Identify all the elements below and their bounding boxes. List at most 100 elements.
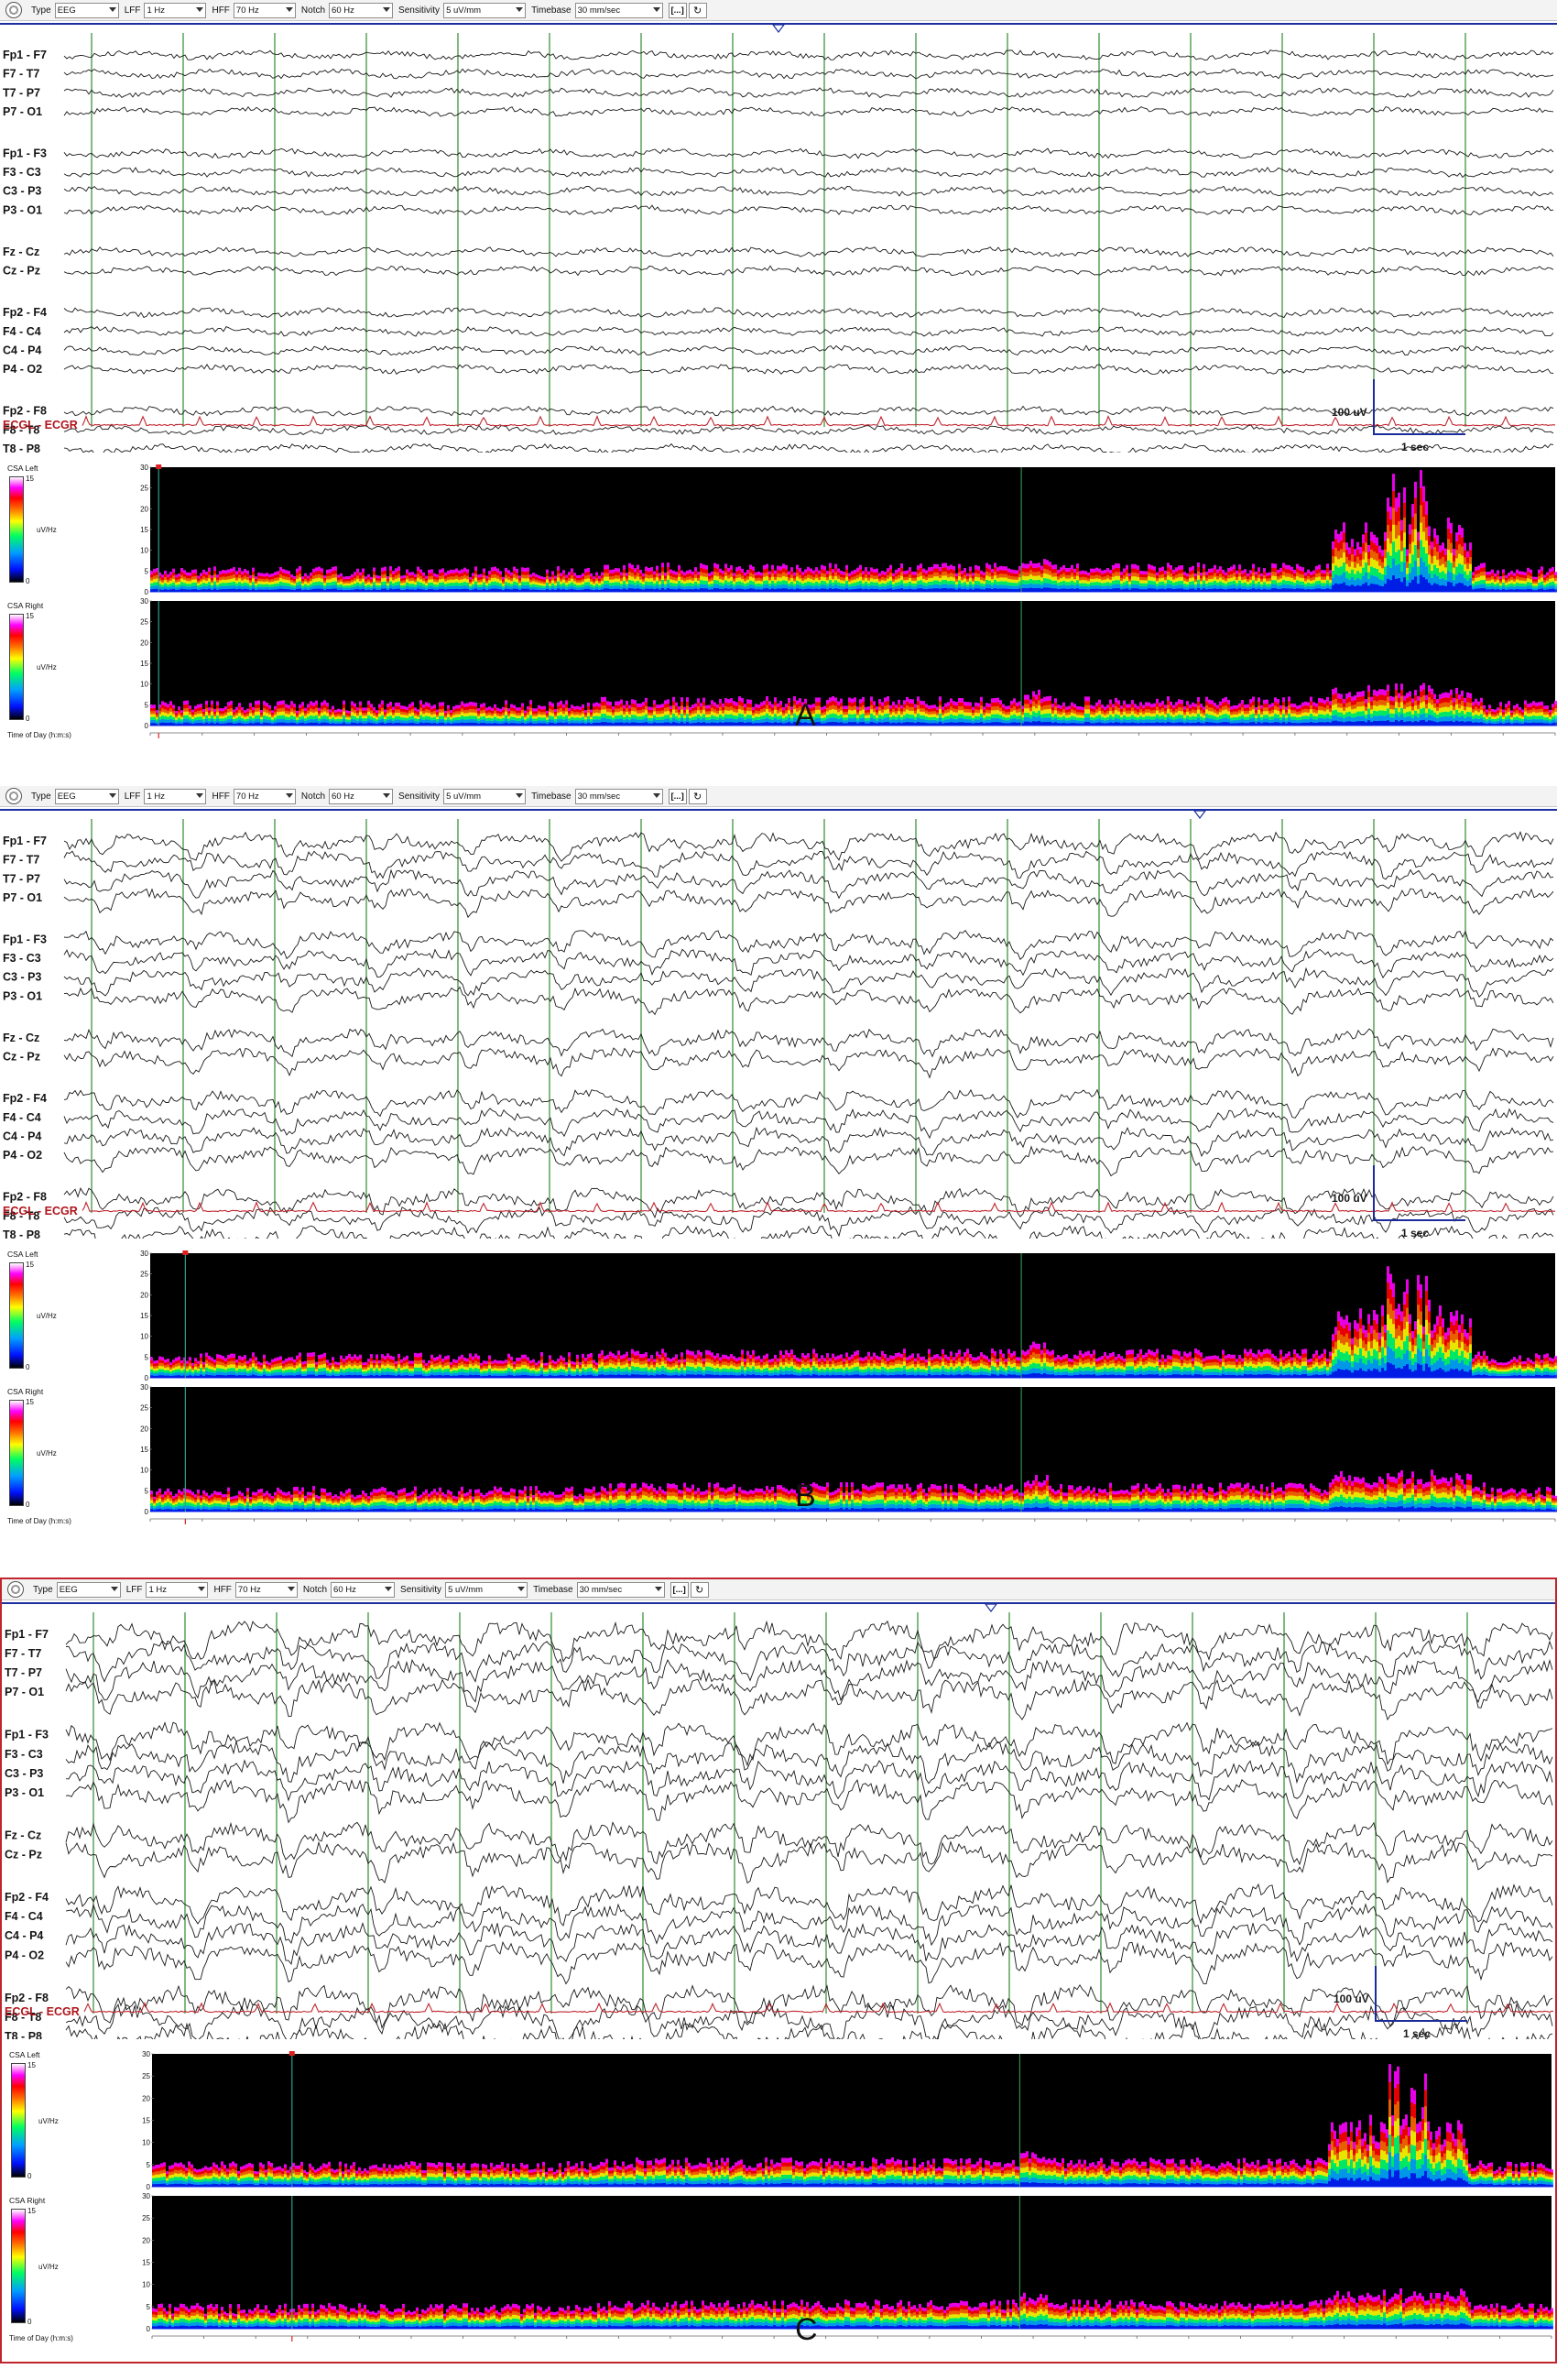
time-of-day-tick: 03:26:11 xyxy=(1434,2341,1463,2342)
frequency-tick: 5 xyxy=(145,701,149,709)
time-of-day-tick: 16:59:31 xyxy=(397,2341,426,2342)
channel-label: F4 - C4 xyxy=(3,1111,41,1124)
hff-select[interactable]: 70 Hz xyxy=(234,1581,298,1598)
time-of-day-tick: 14:22:51 xyxy=(139,2341,167,2342)
frequency-tick: 30 xyxy=(142,2192,150,2200)
time-of-day-tick: 14:54:11 xyxy=(189,1523,217,1524)
more-options-button[interactable]: [...] xyxy=(670,1581,689,1598)
ecg-channel-label: ECGL - ECGR xyxy=(3,1205,78,1217)
amplitude-scale-label: 100 uV xyxy=(1332,406,1367,419)
eeg-trace-area[interactable]: Fp1 - F7 F7 - T7 T7 - P7 P7 - O1 Fp1 - F3 F3 … xyxy=(2,1601,1555,2039)
time-of-day-tick: 16:28:11 xyxy=(345,2341,374,2342)
settings-gear-icon[interactable] xyxy=(5,2,22,18)
time-of-day-tick: 14:54:11 xyxy=(190,2341,218,2342)
time-of-day-tick: 18:02:11 xyxy=(500,1523,528,1524)
time-of-day-tick: 21:10:11 xyxy=(811,2341,840,2342)
eeg-trace xyxy=(63,887,1554,919)
sensitivity-select[interactable]: 5 uV/mm xyxy=(443,788,527,804)
refresh-icon[interactable]: ↻ xyxy=(688,788,707,804)
eeg-trace xyxy=(63,1047,1554,1079)
calibration-scale-bar xyxy=(1375,1966,1467,2022)
lff-label: LFF xyxy=(126,1585,143,1595)
more-options-button[interactable]: [...] xyxy=(668,2,687,18)
notch-select[interactable]: 60 Hz xyxy=(329,788,394,804)
csa-right-title: CSA Right xyxy=(7,1387,43,1396)
eeg-trace-area[interactable]: Fp1 - F7 F7 - T7 T7 - P7 P7 - O1 Fp1 - F3 F3 … xyxy=(0,22,1557,453)
hff-select[interactable]: 70 Hz xyxy=(233,2,296,18)
channel-label: P4 - O2 xyxy=(3,1149,42,1162)
channel-label: T8 - P8 xyxy=(3,442,40,453)
eeg-trace xyxy=(65,1940,1553,1985)
eeg-trace xyxy=(65,1658,1553,1703)
csa-spectrogram[interactable]: 30252015105030252015105014:22:5114:54:11… xyxy=(139,2050,1553,2342)
lff-select[interactable]: 1 Hz xyxy=(146,1581,209,1598)
csa-right-color-scale xyxy=(11,2209,26,2323)
legend-unit: uV/Hz xyxy=(37,663,57,671)
frequency-tick: 10 xyxy=(142,2139,150,2147)
time-of-day-tick: 23:46:51 xyxy=(1072,737,1102,738)
frequency-tick: 25 xyxy=(140,1271,148,1279)
sensitivity-select[interactable]: 5 uV/mm xyxy=(445,1581,528,1598)
frequency-tick: 0 xyxy=(145,588,149,596)
hff-select-value: 70 Hz xyxy=(238,1585,261,1595)
csa-left-color-scale xyxy=(11,2063,26,2178)
sensitivity-select[interactable]: 5 uV/mm xyxy=(443,2,527,18)
frequency-tick: 30 xyxy=(140,464,148,472)
time-of-day-label: Time of Day (h:m:s) xyxy=(7,731,71,739)
time-scale-label: 1 sec xyxy=(1403,2027,1431,2039)
type-select[interactable]: EEG xyxy=(54,2,119,18)
frequency-tick: 5 xyxy=(145,567,149,575)
frequency-tick: 15 xyxy=(140,1446,148,1454)
type-select[interactable]: EEG xyxy=(54,788,119,804)
channel-label: Fp2 - F4 xyxy=(3,306,47,319)
csa-cursor-handle[interactable] xyxy=(182,1250,189,1255)
frequency-tick: 15 xyxy=(140,1312,148,1320)
time-of-day-tick: 00:49:31 xyxy=(1174,2341,1203,2342)
refresh-icon[interactable]: ↻ xyxy=(690,1581,709,1598)
time-of-day-tick: 21:41:31 xyxy=(864,2341,893,2342)
channel-label: P4 - O2 xyxy=(3,363,42,376)
eeg-trace xyxy=(63,986,1554,1016)
lff-select[interactable]: 1 Hz xyxy=(144,2,207,18)
type-select[interactable]: EEG xyxy=(56,1581,121,1598)
frequency-tick: 5 xyxy=(147,2303,151,2311)
time-of-day-tick: 00:49:31 xyxy=(1177,737,1206,738)
ecg-trace xyxy=(83,2002,1554,2014)
hff-select[interactable]: 70 Hz xyxy=(233,788,296,804)
csa-spectrogram[interactable]: 30252015105030252015105014:22:5114:54:11… xyxy=(137,464,1557,738)
time-of-day-tick: 02:23:31 xyxy=(1333,1523,1362,1524)
dropdown-arrow-icon xyxy=(383,792,391,798)
csa-left-color-scale xyxy=(9,1262,24,1369)
panel-label-a: A xyxy=(795,698,816,734)
csa-cursor-handle[interactable] xyxy=(156,464,162,469)
channel-label: C4 - P4 xyxy=(3,344,41,356)
csa-cursor-handle[interactable] xyxy=(289,2051,295,2056)
page-marker-icon[interactable] xyxy=(1192,810,1207,819)
settings-gear-icon[interactable] xyxy=(5,788,22,804)
eeg-trace xyxy=(65,1778,1553,1824)
notch-select[interactable]: 60 Hz xyxy=(331,1581,396,1598)
dropdown-arrow-icon xyxy=(517,1586,526,1591)
csa-spectrogram[interactable]: 30252015105030252015105014:22:5114:54:11… xyxy=(137,1250,1557,1524)
type-select-value: EEG xyxy=(60,1585,78,1595)
eeg-trace-area[interactable]: Fp1 - F7 F7 - T7 T7 - P7 P7 - O1 Fp1 - F3 F3 … xyxy=(0,808,1557,1239)
eeg-trace xyxy=(63,1126,1554,1157)
page-marker-icon[interactable] xyxy=(771,24,786,33)
notch-label: Notch xyxy=(301,5,325,16)
timebase-select-value: 30 mm/sec xyxy=(578,792,620,802)
notch-select[interactable]: 60 Hz xyxy=(329,2,394,18)
csa-left-legend: CSA Left 15 uV/Hz 0 xyxy=(0,464,137,597)
timebase-select[interactable]: 30 mm/sec xyxy=(574,2,663,18)
dropdown-arrow-icon xyxy=(285,6,293,12)
lff-select[interactable]: 1 Hz xyxy=(144,788,207,804)
page-marker-icon[interactable] xyxy=(984,1603,998,1612)
frequency-tick: 0 xyxy=(147,2325,151,2333)
timebase-select[interactable]: 30 mm/sec xyxy=(574,788,663,804)
timebase-select[interactable]: 30 mm/sec xyxy=(576,1581,665,1598)
settings-gear-icon[interactable] xyxy=(7,1581,24,1598)
channel-label: F3 - C3 xyxy=(5,1748,43,1761)
refresh-icon[interactable]: ↻ xyxy=(688,2,707,18)
time-of-day-tick: 01:52:11 xyxy=(1281,1523,1310,1524)
channel-label: P3 - O1 xyxy=(3,989,42,1002)
more-options-button[interactable]: [...] xyxy=(668,788,687,804)
